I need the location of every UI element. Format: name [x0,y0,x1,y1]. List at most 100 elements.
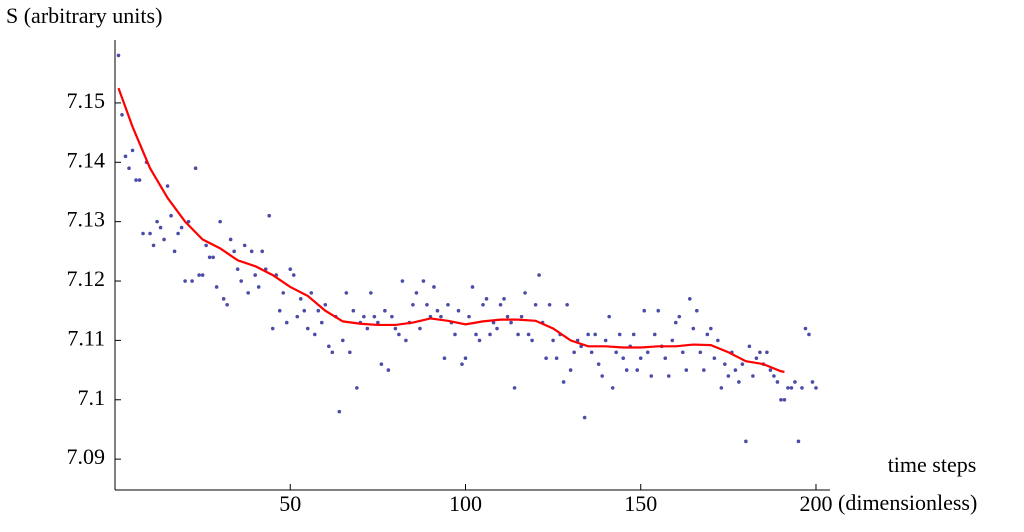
scatter-point [249,249,254,254]
scatter-point [365,326,370,331]
fit-line [117,87,785,373]
scatter-point [288,267,293,271]
scatter-point [645,350,650,355]
scatter-point [754,356,759,361]
scatter-point [355,386,359,390]
scatter-point [561,380,566,384]
scatter-point [319,320,324,325]
y-tick-label: 7.11 [67,325,105,350]
scatter-point [677,314,682,319]
scatter-point [116,53,121,58]
x-axis-label: (dimensionless) [838,490,977,515]
scatter-point [673,320,678,325]
y-tick-label: 7.09 [67,444,106,469]
scatter-point [211,255,215,260]
scatter-point [477,338,482,343]
scatter-point [372,314,377,319]
scatter-point [446,302,450,307]
scatter-point [624,368,629,372]
scatter-point [751,374,755,378]
scatter-point [589,350,594,355]
scatter-point [533,302,538,307]
scatter-point [505,314,510,319]
scatter-point [309,291,314,295]
scatter-point [246,291,250,295]
scatter-point [744,439,748,444]
scatter-point [214,285,219,289]
scatter-point [663,356,668,361]
scatter-point [593,332,597,337]
scatter-point [330,350,335,355]
scatter-point [765,350,769,355]
scatter-point [544,356,548,361]
scatter-point [379,362,384,366]
scatter-point [162,237,166,242]
scatter-point [691,326,696,331]
scatter-point [242,243,247,248]
scatter-point [621,356,626,361]
scatter-point [610,386,615,390]
scatter-point [772,374,776,378]
scatter-point [526,332,531,337]
scatter-point [295,314,300,319]
scatter-point [779,397,783,402]
scatter-point [803,326,808,331]
x-tick-label: 100 [449,491,482,516]
scatter-point [376,320,380,325]
scatter-point [218,219,222,224]
scatter-point [169,213,173,218]
scatter-point [253,273,257,277]
scatter-point [186,219,191,224]
scatter-point [607,314,611,319]
scatter-point [312,332,317,337]
scatter-point [362,314,366,319]
scatter-point [176,231,180,236]
scatter-point [474,332,478,337]
scatter-point [197,273,201,277]
scatter-point [737,380,741,384]
scatter-point [603,338,608,343]
scatter-point [695,308,699,313]
scatter-point [565,302,569,307]
scatter-point [123,154,128,159]
scatter-point [383,308,387,313]
scatter-point [291,273,296,277]
y-tick-label: 7.12 [67,266,106,291]
scatter-point [495,326,499,331]
scatter-point [726,374,731,378]
scatter-point [635,368,640,372]
scatter-point [397,332,401,337]
scatter-point [442,356,447,361]
scatter-point [267,213,272,218]
scatter-point [344,291,349,295]
scatter-point [488,332,492,337]
scatter-point [165,184,170,188]
scatter-point [305,326,310,331]
scatter-point [512,386,517,390]
scatter-point [656,308,661,313]
scatter-point [582,415,587,420]
scatter-point [463,356,468,361]
scatter-point [705,332,710,337]
scatter-point [439,314,443,319]
scatter-point [337,409,342,414]
scatter-point [800,386,804,390]
scatter-point [221,297,226,301]
scatter-point [768,368,773,372]
x-tick-label: 150 [624,491,657,516]
scatter-point [130,148,135,153]
scatter-point [151,243,156,248]
scatter-point [716,338,720,343]
scatter-point [709,326,713,331]
scatter-point [575,338,580,343]
scatter-point [807,332,811,337]
scatter-point [137,178,142,182]
scatter-point [596,362,601,366]
scatter-point [341,338,345,343]
y-axis-label: S (arbitrary units) [6,3,162,28]
scatter-point [277,308,282,313]
scatter-point [193,166,198,171]
scatter-point [284,320,289,325]
